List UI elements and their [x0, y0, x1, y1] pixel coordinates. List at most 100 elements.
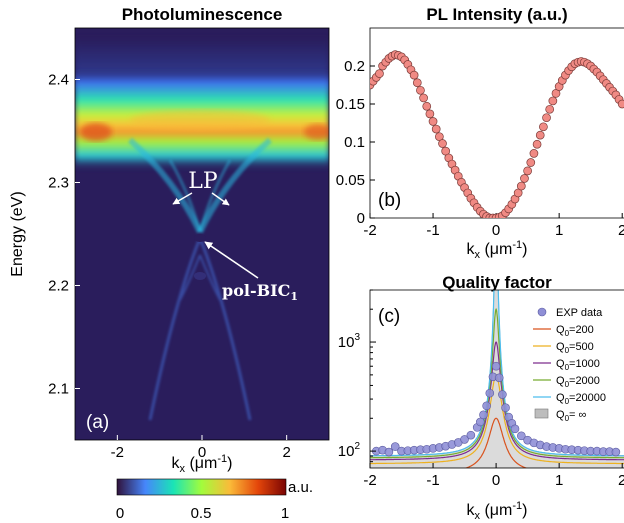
xtick-label-c: -1 — [426, 472, 439, 489]
ytick-label-b: 0.2 — [344, 58, 365, 75]
scatter-points-b — [370, 50, 624, 218]
annotation-lp: LP — [188, 169, 218, 194]
data-point-b — [438, 139, 447, 148]
exp-data-point — [491, 361, 501, 371]
legend-entry: EXP data — [556, 307, 603, 319]
colorbar-label: a.u. — [288, 479, 313, 496]
legend-marker — [537, 307, 547, 317]
exp-data-point — [384, 447, 394, 457]
xtick-label-b: 0 — [492, 222, 500, 239]
ytick-label-c: 102 — [338, 441, 361, 460]
heatmap-a — [75, 28, 329, 440]
data-point-b — [431, 124, 441, 134]
data-point-b — [422, 101, 432, 111]
axis-ticks-c: -2 -1 0 1 2 102 103 — [338, 289, 624, 489]
legend-c: EXP data Q0=200 Q0=500 Q0=1000 Q0=2000 Q0=200… — [533, 307, 606, 423]
xlabel-b: kx (μm-1) — [467, 239, 528, 261]
arrow-polbic — [204, 241, 259, 279]
xtick-label-b: -2 — [363, 222, 376, 239]
data-point-b — [412, 78, 422, 88]
data-point-b — [529, 149, 539, 158]
plot-frame-c — [369, 289, 624, 469]
data-point-b — [520, 174, 529, 183]
exp-data-point — [498, 390, 507, 399]
xtick-label-c: -2 — [363, 472, 376, 489]
arrow-lp-right — [211, 192, 230, 206]
exp-points-c — [372, 361, 621, 457]
colorbar-tick-1: 0.5 — [191, 505, 212, 522]
legend-entry: Q0=2000 — [556, 375, 600, 389]
xtick-label-b: -1 — [426, 222, 439, 239]
arrow-lp-left — [172, 192, 193, 205]
ytick-label-b: 0.15 — [336, 96, 365, 113]
exp-data-point — [510, 424, 520, 434]
xtick-label-b: 2 — [618, 222, 624, 239]
exp-data-point — [479, 410, 488, 420]
data-point-b — [375, 69, 384, 78]
data-point-b — [539, 122, 548, 132]
xlabel-a: kx (μm-1) — [172, 453, 233, 475]
ytick-label-a: 2.3 — [48, 175, 69, 192]
data-point-b — [523, 166, 532, 176]
xtick-label-c: 2 — [618, 472, 624, 489]
data-point-b — [416, 85, 425, 95]
axis-ticks-a: -2 0 2 2.1 2.2 2.3 2.4 — [48, 72, 291, 462]
xtick-label-a: 2 — [282, 444, 290, 461]
data-point-b — [409, 70, 419, 80]
data-point-b — [548, 96, 558, 106]
legend-entry: Q0=1000 — [556, 358, 600, 372]
xtick-label-a: 0 — [198, 444, 206, 461]
model-curve — [370, 307, 624, 459]
exp-data-point — [611, 447, 621, 457]
title-c: Quality factor — [442, 273, 552, 292]
model-curve — [464, 417, 528, 468]
xtick-label-c: 1 — [555, 472, 563, 489]
exp-data-point — [494, 373, 504, 383]
data-point-b — [545, 104, 555, 114]
ytick-label-a: 2.2 — [48, 278, 69, 295]
legend-swatch — [534, 408, 549, 419]
xtick-label-a: -2 — [111, 444, 124, 461]
exp-data-point — [460, 435, 469, 444]
exp-data-point — [390, 442, 400, 451]
exp-data-point — [485, 388, 495, 398]
annotation-polbic: pol-BIC1 — [222, 281, 298, 303]
data-point-b — [526, 158, 536, 167]
data-point-b — [542, 113, 551, 123]
legend-entry: Q0= ∞ — [556, 409, 586, 423]
dispersion-branches — [128, 137, 272, 234]
legend-entry: Q0=20000 — [556, 392, 606, 406]
ytick-label-b: 0 — [357, 210, 365, 227]
legend-entry: Q0=500 — [556, 341, 594, 355]
exp-data-point — [476, 417, 485, 427]
ylabel-a: Energy (eV) — [9, 191, 26, 276]
ytick-label-c: 103 — [338, 332, 361, 351]
xlabel-c: kx (μm-1) — [467, 500, 528, 522]
ytick-label-b: 0.1 — [344, 134, 365, 151]
model-curve — [370, 341, 624, 461]
colorbar-tick-0: 0 — [116, 505, 124, 522]
lower-branches — [148, 237, 252, 421]
data-point-b — [419, 93, 428, 103]
axis-ticks-b: -2 -1 0 1 2 0 0.05 0.1 0.15 0.2 — [336, 58, 624, 239]
exp-data-point — [501, 403, 510, 413]
legend-entry: Q0=200 — [556, 324, 594, 338]
data-point-b — [617, 99, 624, 109]
data-point-b — [516, 181, 526, 191]
exp-data-point — [482, 401, 491, 411]
xtick-label-b: 1 — [555, 222, 563, 239]
data-point-b — [532, 139, 542, 149]
plot-frame-b — [369, 27, 624, 219]
colorbar — [116, 478, 287, 496]
xtick-label-c: 0 — [492, 472, 500, 489]
data-point-b — [425, 109, 435, 119]
ytick-label-a: 2.1 — [48, 381, 69, 398]
data-point-b — [535, 130, 545, 140]
ytick-label-b: 0.05 — [336, 172, 365, 189]
exp-data-point — [466, 430, 476, 440]
panel-label-b: (b) — [378, 190, 401, 211]
panel-label-a: (a) — [86, 412, 109, 433]
ytick-label-a: 2.4 — [48, 72, 69, 89]
colorbar-tick-2: 1 — [281, 505, 289, 522]
